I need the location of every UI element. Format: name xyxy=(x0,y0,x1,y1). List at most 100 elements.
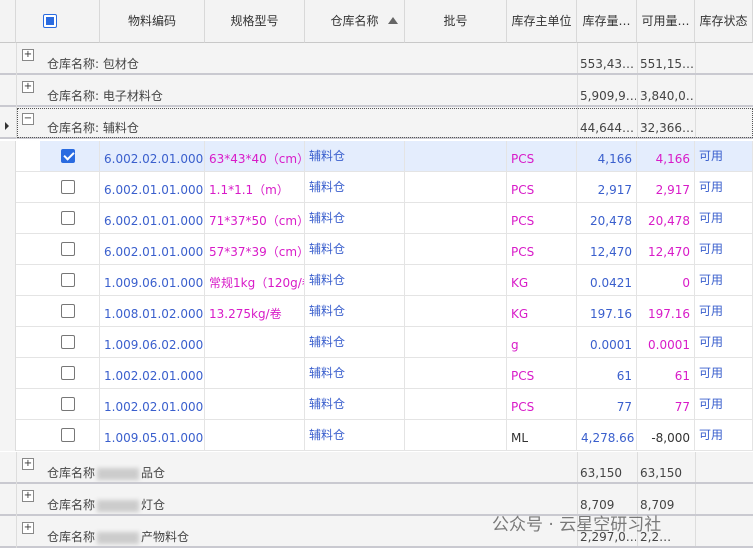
row-checkbox[interactable] xyxy=(61,273,75,287)
header-select xyxy=(16,0,100,43)
column-header[interactable]: 规格型号 xyxy=(205,0,305,43)
group-name-tail: 产物料仓 xyxy=(141,530,190,544)
cell-batch xyxy=(405,141,507,172)
cell-unit: KG xyxy=(507,265,577,296)
select-cell xyxy=(16,203,100,234)
expand-toggle[interactable]: − xyxy=(22,113,34,125)
cell-avail: -8,000 xyxy=(637,420,695,451)
row-gutter xyxy=(0,265,16,296)
header-checkbox[interactable] xyxy=(43,14,57,28)
cell-avail: 4,166 xyxy=(637,141,695,172)
select-cell xyxy=(16,389,100,420)
expand-toggle[interactable]: + xyxy=(22,522,34,534)
cell-qty: 12,470 xyxy=(577,234,637,265)
redaction xyxy=(97,531,140,544)
group-divider xyxy=(695,516,696,546)
cell-code: 1.008.01.02.0000 xyxy=(100,296,205,327)
row-indicator xyxy=(16,484,17,516)
cell-batch xyxy=(405,265,507,296)
row-checkbox[interactable] xyxy=(61,149,75,163)
row-checkbox[interactable] xyxy=(61,242,75,256)
expand-toggle[interactable]: + xyxy=(22,81,34,93)
group-divider xyxy=(695,75,696,105)
cell-status: 可用 xyxy=(695,265,753,296)
cell-qty: 4,278.66 xyxy=(577,420,637,451)
group-divider xyxy=(695,452,696,482)
row-gutter xyxy=(0,141,16,172)
cell-unit: PCS xyxy=(507,358,577,389)
group-divider xyxy=(577,516,578,546)
expand-toggle[interactable]: + xyxy=(22,490,34,502)
cell-warehouse: 辅料仓 xyxy=(305,265,405,296)
select-cell xyxy=(16,420,100,451)
group-qty: 8,709 xyxy=(580,498,615,512)
group-divider xyxy=(637,516,638,546)
group-divider xyxy=(577,484,578,514)
cell-warehouse: 辅料仓 xyxy=(305,420,405,451)
cell-warehouse: 辅料仓 xyxy=(305,358,405,389)
select-cell xyxy=(16,327,100,358)
column-header[interactable]: 库存主单位 xyxy=(507,0,577,43)
cell-qty: 4,166 xyxy=(577,141,637,172)
cell-batch xyxy=(405,420,507,451)
row-gutter xyxy=(0,327,16,358)
group-divider xyxy=(695,107,696,137)
cell-spec: 常规1kg（120g/卷 xyxy=(205,265,305,296)
cell-code: 6.002.02.01.0000 xyxy=(100,141,205,172)
row-checkbox[interactable] xyxy=(61,211,75,225)
watermark: 公众号 · 云星空研习社 xyxy=(492,515,662,535)
cell-qty: 0.0001 xyxy=(577,327,637,358)
group-qty: 553,43… xyxy=(580,57,634,71)
group-row xyxy=(0,107,753,139)
cell-status: 可用 xyxy=(695,141,753,172)
row-checkbox[interactable] xyxy=(61,397,75,411)
cell-batch xyxy=(405,296,507,327)
select-cell xyxy=(16,141,100,172)
column-header[interactable]: 库存状态 xyxy=(695,0,753,43)
column-header[interactable]: 库存量… xyxy=(577,0,637,43)
row-indicator xyxy=(16,107,17,139)
select-cell xyxy=(16,296,100,327)
group-qty: 44,644… xyxy=(580,121,634,135)
row-checkbox[interactable] xyxy=(61,366,75,380)
expand-toggle[interactable]: + xyxy=(22,458,34,470)
row-checkbox[interactable] xyxy=(61,180,75,194)
cell-qty: 197.16 xyxy=(577,296,637,327)
group-label: 仓库名称 产物料仓 xyxy=(47,530,190,544)
cell-status: 可用 xyxy=(695,327,753,358)
cell-spec xyxy=(205,389,305,420)
cell-spec: 13.275kg/卷 xyxy=(205,296,305,327)
row-checkbox[interactable] xyxy=(61,335,75,349)
header-blank xyxy=(0,0,16,43)
row-indicator xyxy=(16,43,17,75)
group-divider xyxy=(695,484,696,514)
cell-warehouse: 辅料仓 xyxy=(305,234,405,265)
cell-spec: 1.1*1.1（m） xyxy=(205,172,305,203)
cell-avail: 12,470 xyxy=(637,234,695,265)
column-header[interactable]: 批号 xyxy=(405,0,507,43)
select-cell xyxy=(16,234,100,265)
group-label: 仓库名称: 包材仓 xyxy=(47,57,139,71)
group-label: 仓库名称 品仓 xyxy=(47,466,166,480)
group-avail: 32,366… xyxy=(640,121,694,135)
row-checkbox[interactable] xyxy=(61,428,75,442)
column-header[interactable]: 仓库名称 xyxy=(305,0,405,43)
column-header[interactable]: 可用量… xyxy=(637,0,695,43)
cell-code: 1.002.02.01.0000 xyxy=(100,389,205,420)
cell-batch xyxy=(405,172,507,203)
group-qty: 63,150 xyxy=(580,466,622,480)
focus-outline xyxy=(17,108,753,138)
group-avail: 8,709 xyxy=(640,498,675,512)
expand-toggle[interactable]: + xyxy=(22,49,34,61)
cell-code: 6.002.01.01.0000 xyxy=(100,172,205,203)
cell-spec xyxy=(205,327,305,358)
cell-unit: PCS xyxy=(507,389,577,420)
group-label: 仓库名称 灯仓 xyxy=(47,498,166,512)
group-qty: 2,297,0… xyxy=(580,530,636,544)
cell-status: 可用 xyxy=(695,203,753,234)
row-checkbox[interactable] xyxy=(61,304,75,318)
column-header[interactable]: 物料编码 xyxy=(100,0,205,43)
cell-status: 可用 xyxy=(695,234,753,265)
group-divider xyxy=(637,452,638,482)
